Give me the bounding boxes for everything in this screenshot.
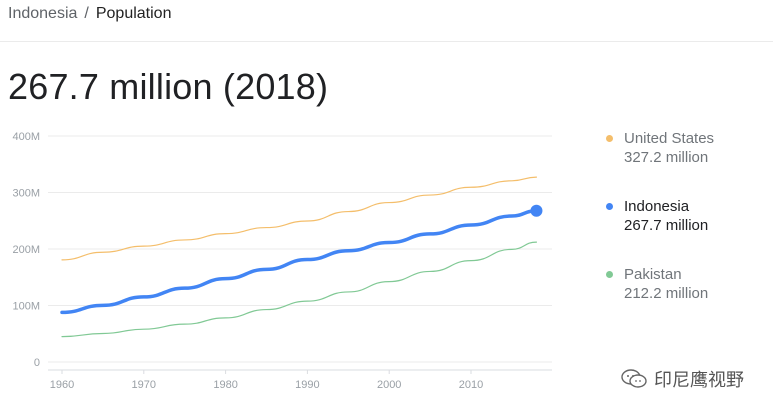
- legend-item-indonesia[interactable]: Indonesia 267.7 million: [606, 197, 766, 235]
- legend-series-value: 327.2 million: [624, 149, 709, 166]
- breadcrumb: Indonesia / Population: [8, 5, 171, 23]
- breadcrumb-country-link[interactable]: Indonesia: [8, 5, 78, 22]
- legend-series-name: Indonesia: [624, 198, 690, 215]
- legend-item-united-states[interactable]: United States 327.2 million: [606, 129, 766, 167]
- population-line-chart[interactable]: 0 100M 200M 300M 400M 1960 1970 1980 1990 2000 201…: [0, 120, 580, 395]
- y-tick-label: 0: [34, 357, 40, 369]
- legend-series-value: 212.2 million: [624, 285, 709, 302]
- series-line-united-states: [61, 176, 538, 261]
- series-endpoint-indonesia: [530, 204, 543, 217]
- x-tick-label: 2000: [377, 379, 401, 391]
- legend-dot: [606, 135, 613, 142]
- population-headline: 267.7 million (2018): [8, 66, 329, 107]
- x-tick-label: 2010: [459, 379, 483, 391]
- watermark: 印尼鹰视野: [620, 366, 744, 392]
- x-tick-label: 1990: [295, 379, 319, 391]
- wechat-icon: [621, 369, 647, 388]
- breadcrumb-metric: Population: [95, 5, 172, 22]
- y-tick-label: 400M: [12, 131, 40, 143]
- x-tick-label: 1960: [50, 379, 74, 391]
- y-tick-label: 200M: [12, 244, 40, 256]
- chart-legend: United States 327.2 million Indonesia 26…: [606, 129, 766, 333]
- legend-series-name: United States: [624, 130, 715, 147]
- series-line-pakistan: [61, 241, 538, 338]
- watermark-text: 印尼鹰视野: [654, 370, 744, 390]
- x-tick-label: 1970: [132, 379, 156, 391]
- series-line-indonesia: [60, 208, 539, 315]
- breadcrumb-separator: /: [84, 5, 89, 22]
- legend-dot: [606, 271, 613, 278]
- legend-series-name: Pakistan: [624, 266, 682, 283]
- legend-series-value: 267.7 million: [624, 217, 709, 234]
- legend-dot: [606, 203, 613, 210]
- y-tick-label: 300M: [12, 188, 40, 200]
- x-tick-label: 1980: [213, 379, 237, 391]
- y-tick-label: 100M: [12, 301, 40, 313]
- header-divider: [0, 41, 773, 42]
- legend-item-pakistan[interactable]: Pakistan 212.2 million: [606, 265, 766, 303]
